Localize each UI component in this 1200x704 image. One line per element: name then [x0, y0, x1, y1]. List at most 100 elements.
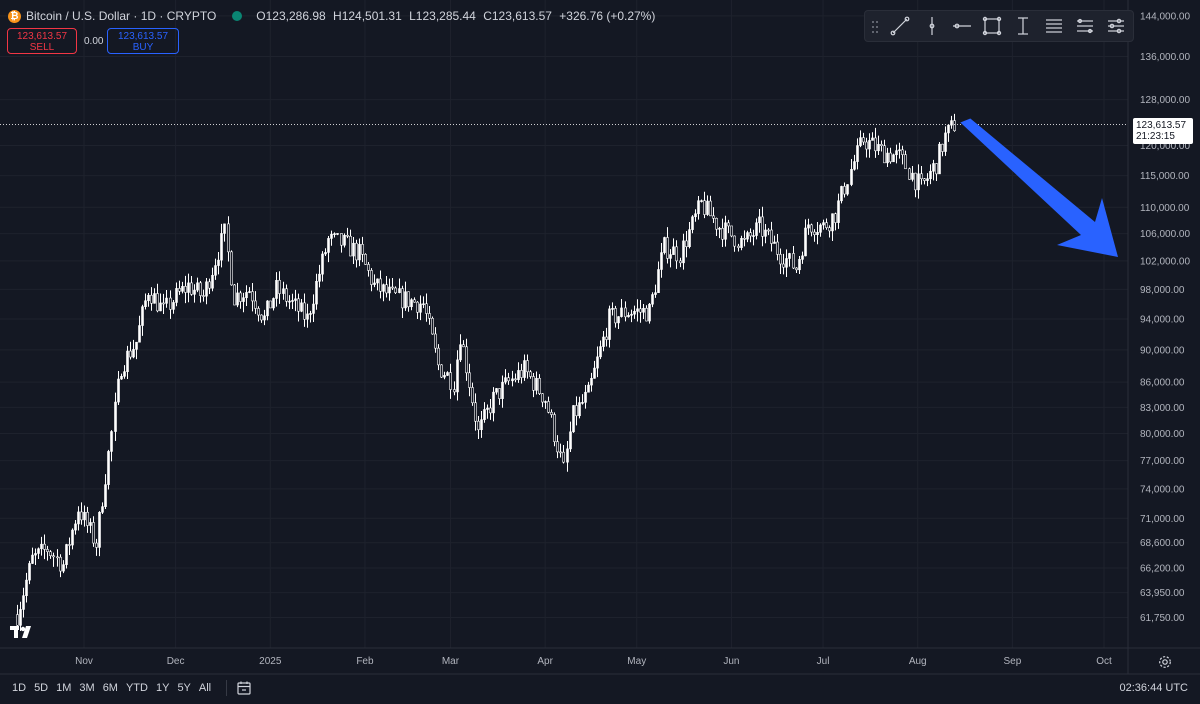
- candle-body: [895, 150, 898, 156]
- candle-body: [584, 391, 587, 403]
- tab-1d[interactable]: 1D: [12, 682, 27, 694]
- tab-6m[interactable]: 6M: [102, 682, 118, 694]
- candle-body: [718, 227, 721, 230]
- tab-5y[interactable]: 5Y: [177, 682, 191, 694]
- candle-body: [929, 170, 932, 180]
- candle-body: [95, 542, 98, 548]
- candle-body: [401, 288, 404, 309]
- candle-body: [746, 232, 749, 240]
- candle-body: [917, 173, 920, 191]
- candle-body: [385, 284, 388, 294]
- tab-1y[interactable]: 1Y: [155, 682, 170, 694]
- buy-price: 123,613.57: [117, 31, 169, 42]
- candle-body: [596, 356, 599, 369]
- tab-ytd[interactable]: YTD: [125, 682, 148, 694]
- candle-body: [614, 308, 617, 324]
- candle-body: [370, 270, 373, 285]
- candle-body: [507, 377, 510, 382]
- tradingview-logo-icon: [10, 626, 31, 638]
- x-tick-label: Aug: [909, 656, 927, 667]
- gear-icon[interactable]: [1158, 655, 1172, 669]
- y-tick-label: 110,000.00: [1140, 203, 1190, 214]
- candle-body: [410, 299, 413, 308]
- candle-body: [184, 286, 187, 293]
- parallel-channel-icon[interactable]: [1074, 15, 1096, 37]
- text-cursor-icon[interactable]: [1012, 15, 1034, 37]
- candle-body: [520, 370, 523, 378]
- vertical-line-icon[interactable]: [921, 15, 943, 37]
- candle-body: [56, 556, 59, 559]
- candle-body: [624, 307, 627, 318]
- candle-body: [843, 186, 846, 195]
- candle-body: [792, 253, 795, 269]
- tab-3m[interactable]: 3M: [79, 682, 95, 694]
- settings-lines-icon[interactable]: [1105, 15, 1127, 37]
- fib-retracement-icon[interactable]: [1043, 15, 1065, 37]
- candle-body: [935, 163, 938, 175]
- trend-line-icon[interactable]: [889, 15, 911, 37]
- x-tick-label: Jul: [817, 656, 830, 667]
- candle-body: [529, 371, 532, 377]
- candle-body: [31, 554, 34, 564]
- candle-body: [874, 137, 877, 152]
- candle-body: [480, 419, 483, 431]
- candle-body: [764, 229, 767, 237]
- candle-body: [144, 300, 147, 307]
- candle-body: [431, 317, 434, 335]
- drag-handle-icon[interactable]: [871, 20, 879, 34]
- candle-body: [517, 370, 520, 380]
- date-range-icon[interactable]: [236, 680, 252, 696]
- candle-body: [178, 288, 181, 292]
- candle-body: [422, 303, 425, 306]
- tab-all[interactable]: All: [198, 682, 212, 694]
- sell-button[interactable]: 123,613.57 SELL: [7, 28, 77, 54]
- candle-body: [159, 302, 162, 312]
- candle-body: [434, 333, 437, 349]
- candle-body: [492, 391, 495, 414]
- candle-body: [49, 551, 52, 556]
- buy-button[interactable]: 123,613.57 BUY: [107, 28, 179, 54]
- x-tick-label: Sep: [1003, 656, 1021, 667]
- y-tick-label: 68,600.00: [1140, 538, 1185, 549]
- symbol-title[interactable]: Bitcoin / U.S. Dollar · 1D · CRYPTO: [26, 9, 217, 23]
- candle-body: [477, 420, 480, 431]
- candle-body: [593, 367, 596, 379]
- candle-body: [828, 227, 831, 232]
- candle-body: [834, 213, 837, 223]
- candle-body: [291, 300, 294, 302]
- candle-body: [254, 300, 257, 309]
- candle-body: [324, 252, 327, 255]
- candle-body: [654, 292, 657, 295]
- candle-body: [263, 315, 266, 321]
- horizontal-line-icon[interactable]: [951, 15, 973, 37]
- candle-body: [856, 145, 859, 162]
- candle-body: [837, 200, 840, 223]
- candle-body: [77, 511, 80, 525]
- y-tick-label: 77,000.00: [1140, 456, 1185, 467]
- drawing-toolbar: [864, 10, 1134, 42]
- candle-body: [471, 387, 474, 404]
- tab-5d[interactable]: 5D: [34, 682, 49, 694]
- utc-clock[interactable]: 02:36:44 UTC: [1119, 682, 1188, 694]
- candle-body: [257, 308, 260, 316]
- rectangle-icon[interactable]: [981, 15, 1003, 37]
- candle-body: [853, 161, 856, 170]
- candle-body: [712, 215, 715, 219]
- candle-body: [914, 172, 917, 191]
- candle-body: [46, 549, 49, 553]
- y-tick-label: 90,000.00: [1140, 345, 1185, 356]
- candle-body: [19, 609, 22, 626]
- divider: [226, 680, 227, 696]
- candle-body: [16, 614, 19, 626]
- candle-body: [193, 289, 196, 295]
- candle-body: [37, 548, 40, 554]
- x-tick-label: Jun: [723, 656, 739, 667]
- sell-label: SELL: [29, 42, 55, 53]
- tab-1m[interactable]: 1M: [56, 682, 72, 694]
- candle-body: [660, 252, 663, 270]
- candle-body: [559, 451, 562, 454]
- candle-body: [740, 238, 743, 248]
- candle-body: [367, 264, 370, 271]
- annotation-arrow: [960, 118, 1118, 257]
